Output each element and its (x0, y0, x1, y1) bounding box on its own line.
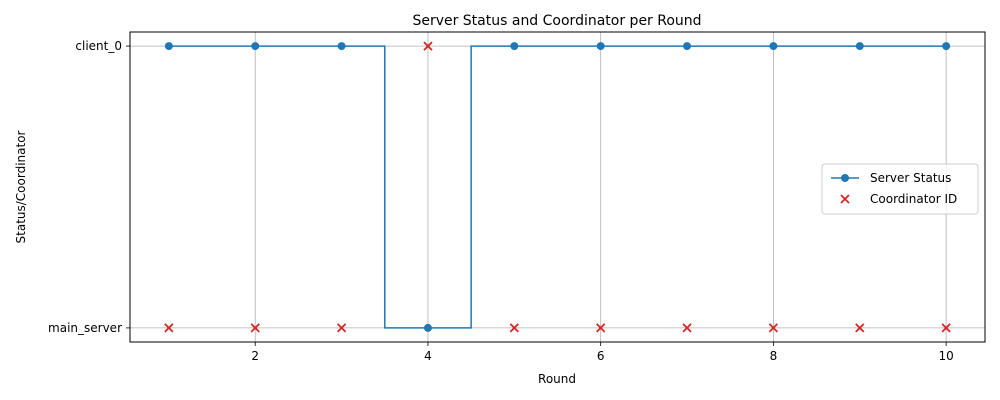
plot-area (164, 41, 951, 333)
legend: Server Status Coordinator ID (821, 163, 979, 215)
legend-coordinator-label: Coordinator ID (870, 192, 957, 206)
coordinator-point (855, 323, 865, 333)
legend-server-status-label: Server Status (870, 171, 951, 185)
x-tick-label: 10 (938, 349, 953, 363)
x-axis-label: Round (538, 372, 576, 386)
server-status-point (423, 323, 432, 332)
server-status-point (337, 42, 346, 51)
coordinator-point (768, 323, 779, 333)
server-status-point (769, 42, 778, 51)
server-status-point (855, 42, 864, 51)
y-tick-label: client_0 (75, 39, 122, 53)
chart-title: Server Status and Coordinator per Round (412, 13, 701, 29)
y-tick-label: main_server (48, 321, 122, 335)
coordinator-point (596, 323, 606, 333)
coordinator-point (682, 323, 692, 333)
coordinator-point (336, 323, 347, 333)
x-axis-ticks: 2 4 6 8 10 (251, 342, 954, 363)
y-axis-label: Status/Coordinator (14, 130, 28, 243)
x-tick-label: 8 (770, 349, 778, 363)
legend-coordinator-marker (840, 194, 850, 204)
server-status-point (164, 42, 173, 51)
x-tick-label: 6 (597, 349, 605, 363)
y-axis-ticks: main_server client_0 (48, 39, 130, 335)
server-status-point (683, 42, 692, 51)
server-status-point (251, 42, 260, 51)
server-status-line (168, 45, 947, 329)
coordinator-point (423, 41, 433, 51)
x-tick-label: 2 (251, 349, 259, 363)
coordinator-point (164, 323, 174, 333)
server-status-point (596, 42, 605, 51)
coordinator-point (509, 323, 519, 333)
legend-server-status-marker (841, 174, 849, 182)
plot-frame (129, 31, 986, 343)
server-status-point (942, 42, 951, 51)
coordinator-point (941, 323, 951, 333)
x-tick-label: 4 (424, 349, 432, 363)
server-status-point (510, 42, 519, 51)
coordinator-point (250, 323, 260, 333)
legend-box (821, 163, 979, 215)
